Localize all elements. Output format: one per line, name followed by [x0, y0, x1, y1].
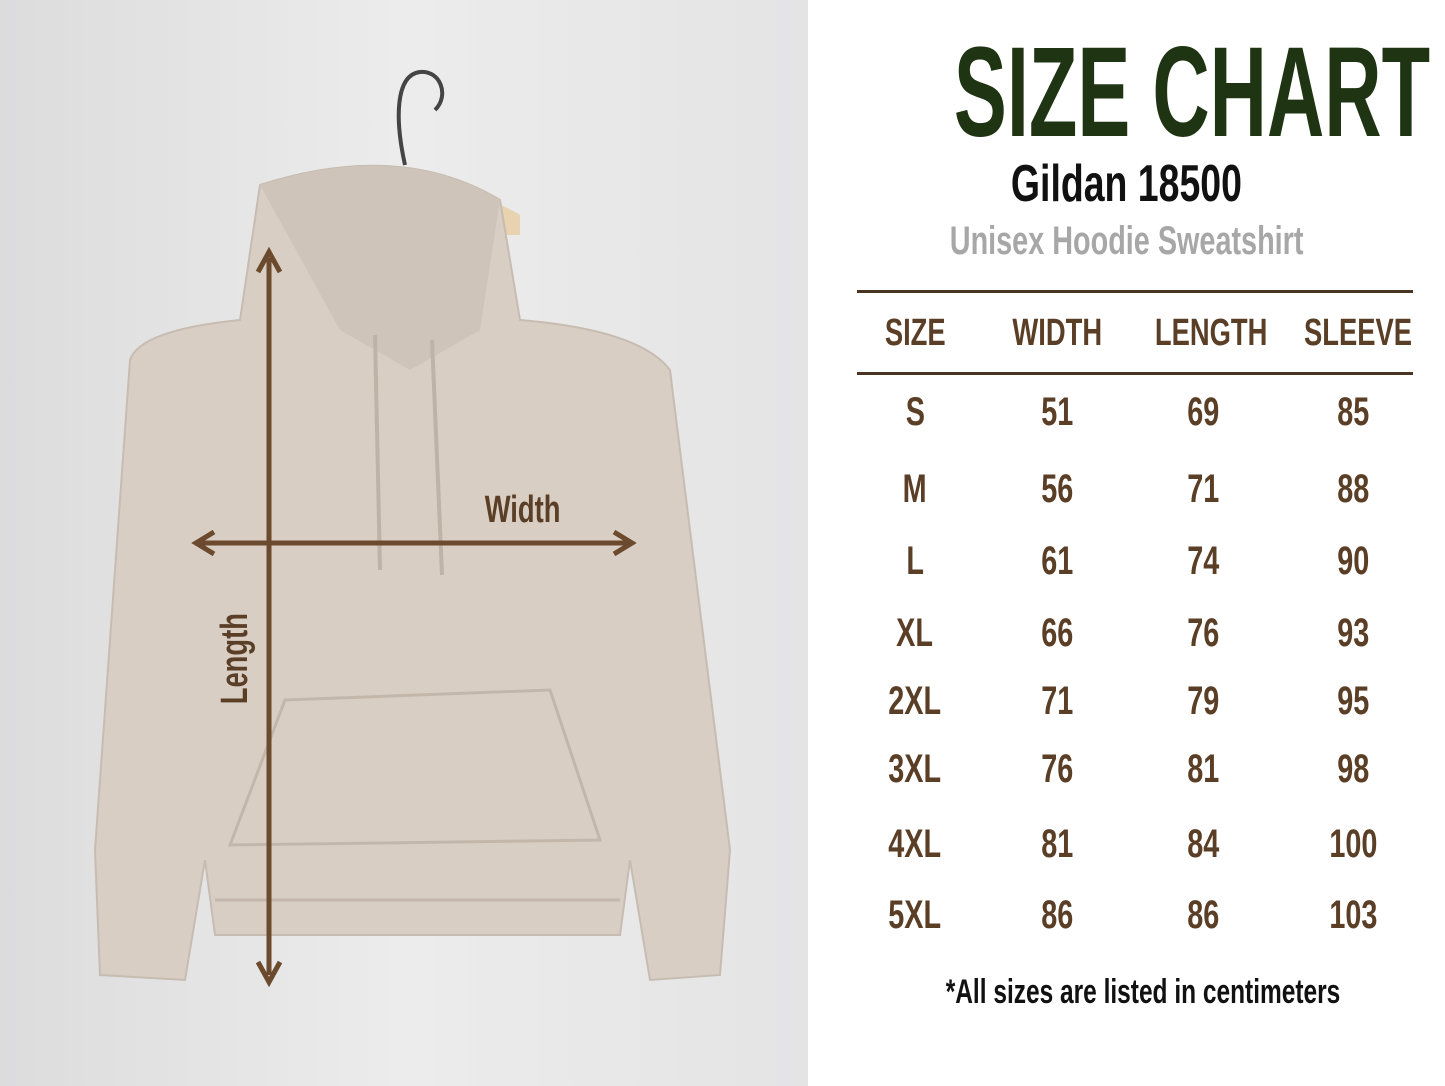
table-cell: S — [905, 390, 925, 434]
column-header: SLEEVE — [1303, 312, 1412, 354]
table-cell: 103 — [1328, 893, 1378, 937]
table-cell: 85 — [1336, 390, 1370, 434]
table-cell: 79 — [1186, 679, 1220, 723]
table-cell: L — [906, 539, 924, 583]
table-cell: 95 — [1336, 679, 1370, 723]
table-cell: 56 — [1040, 467, 1074, 511]
hoodie-photo-panel: Width Length — [0, 0, 808, 1086]
table-cell: 5XL — [888, 893, 942, 937]
table-cell: 90 — [1336, 539, 1370, 583]
table-cell: 84 — [1186, 822, 1220, 866]
table-cell: 4XL — [888, 822, 942, 866]
hood — [260, 165, 500, 370]
page-title: SIZE CHART — [953, 21, 1431, 164]
table-cell: 69 — [1186, 390, 1220, 434]
divider — [857, 372, 1413, 375]
table-cell: 86 — [1186, 893, 1220, 937]
table-cell: 74 — [1186, 539, 1220, 583]
measure-arrows — [191, 246, 637, 988]
table-cell: XL — [896, 611, 934, 655]
table-cell: 61 — [1040, 539, 1074, 583]
product-description: Unisex Hoodie Sweatshirt — [949, 219, 1304, 263]
table-cell: 3XL — [888, 747, 942, 791]
table-cell: 66 — [1040, 611, 1074, 655]
product-model: Gildan 18500 — [1010, 155, 1243, 213]
table-cell: 76 — [1186, 611, 1220, 655]
table-cell: 98 — [1336, 747, 1370, 791]
pocket — [227, 688, 603, 847]
hanger-hook — [396, 69, 445, 166]
table-cell: 88 — [1336, 467, 1370, 511]
table-cell: 81 — [1186, 747, 1220, 791]
table-cell: 81 — [1040, 822, 1074, 866]
column-header: LENGTH — [1154, 312, 1268, 354]
column-header: SIZE — [884, 312, 946, 354]
width-label: Width — [484, 489, 561, 531]
table-cell: 71 — [1040, 679, 1074, 723]
table-cell: 2XL — [888, 679, 942, 723]
table-cell: 93 — [1336, 611, 1370, 655]
table-cell: M — [902, 467, 927, 511]
table-cell: 51 — [1040, 390, 1074, 434]
hoodie-illustration — [93, 69, 732, 988]
column-header: WIDTH — [1012, 312, 1102, 354]
table-cell: 100 — [1328, 822, 1378, 866]
table-cell: 71 — [1186, 467, 1220, 511]
units-note: *All sizes are listed in centimeters — [945, 973, 1341, 1011]
table-cell: 86 — [1040, 893, 1074, 937]
length-label: Length — [214, 613, 256, 705]
table-cell: 76 — [1040, 747, 1074, 791]
divider — [857, 290, 1413, 293]
